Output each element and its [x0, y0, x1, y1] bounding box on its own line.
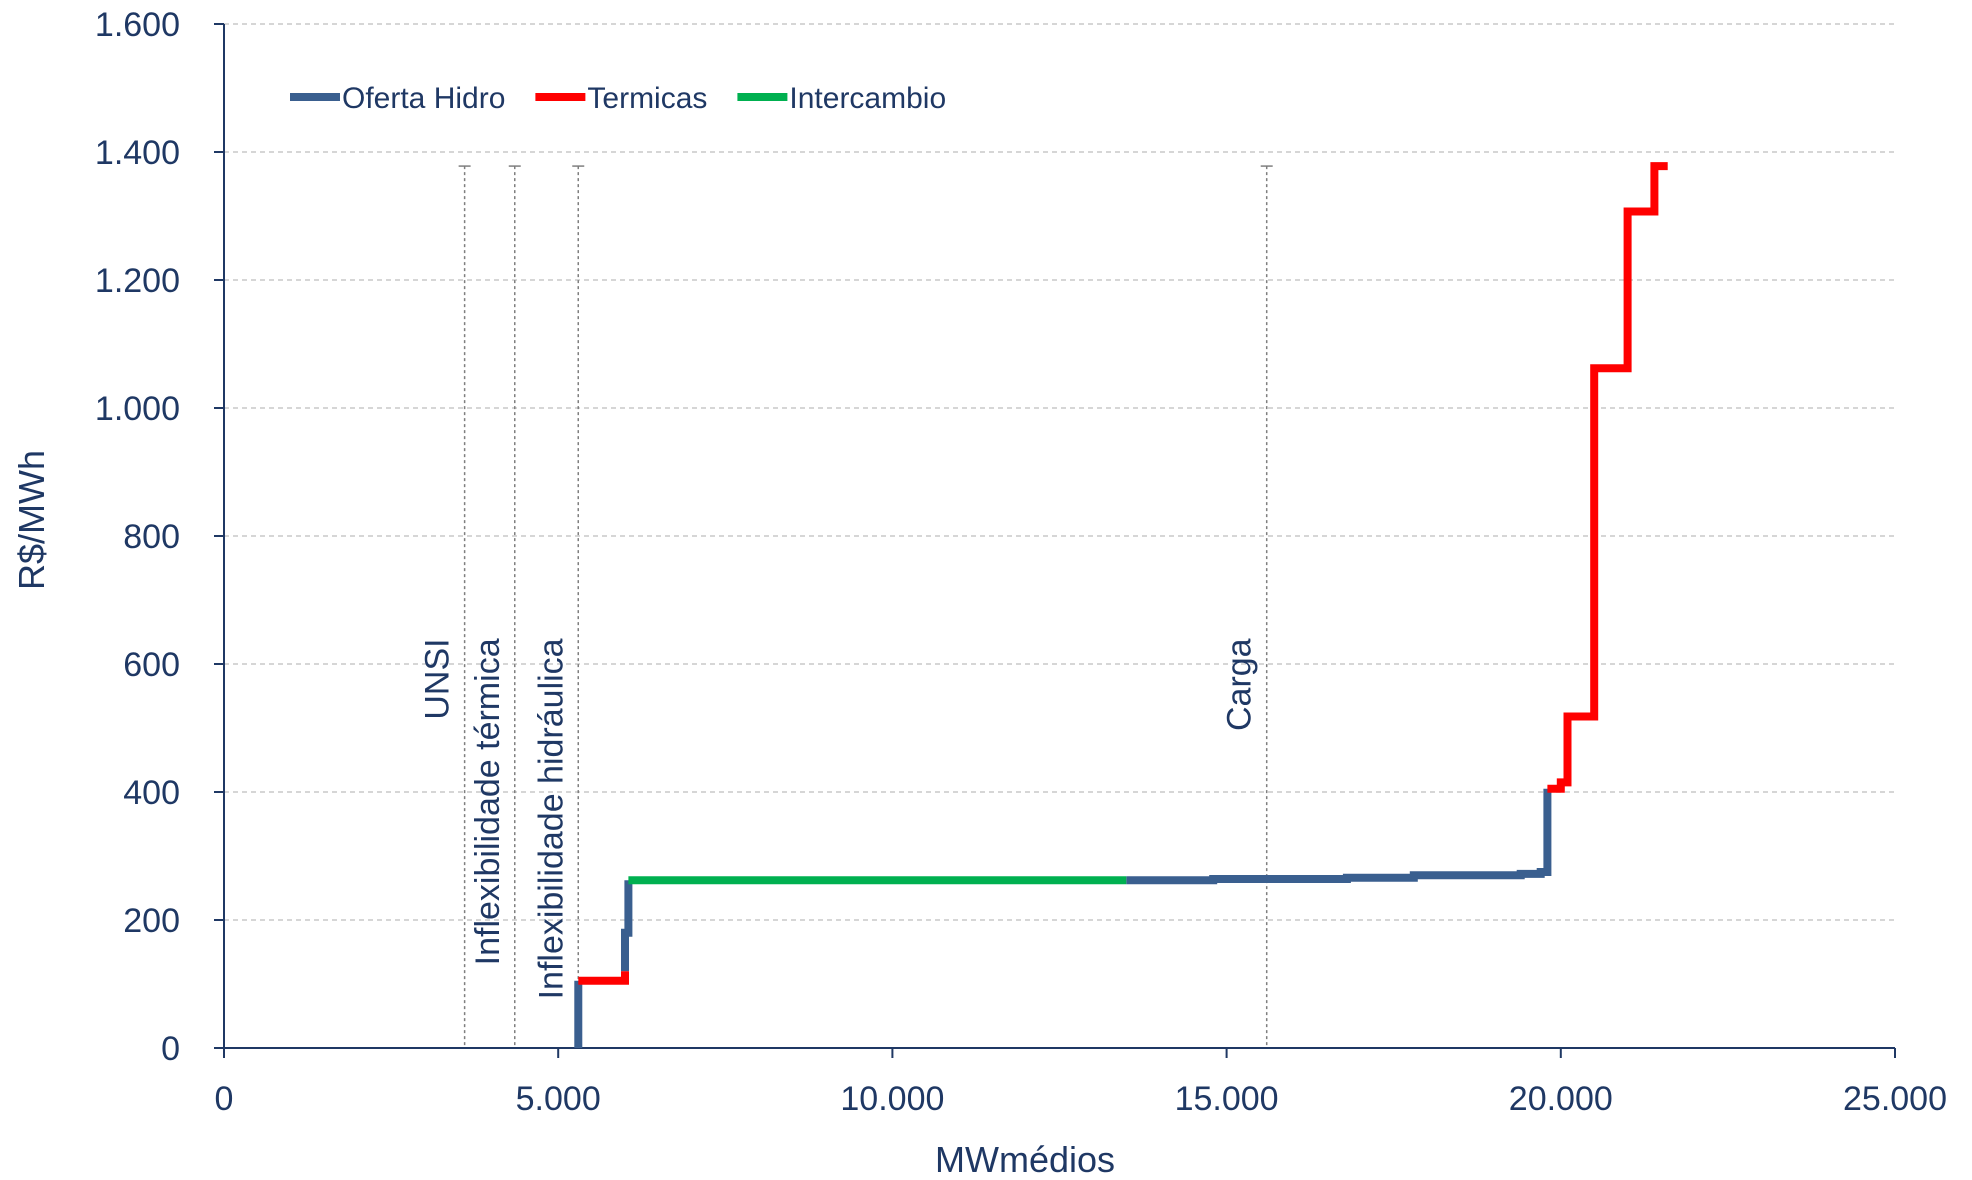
legend-label: Termicas [587, 82, 707, 115]
axes [214, 23, 1896, 1058]
series-line [1547, 162, 1668, 793]
series-line [1126, 788, 1552, 885]
legend: Oferta Hidro Termicas Intercambio [290, 82, 946, 115]
series-lines [574, 162, 1668, 1048]
x-tick-label: 15.000 [1175, 1080, 1279, 1118]
y-tick-label: 600 [123, 646, 180, 684]
x-tick-labels: 0 5.000 10.000 15.000 20.000 25.000 [215, 1080, 1947, 1118]
legend-label: Intercambio [789, 82, 946, 115]
x-tick-label: 20.000 [1509, 1080, 1613, 1118]
x-axis-title: MWmédios [935, 1139, 1115, 1180]
x-tick-label: 5.000 [516, 1080, 601, 1118]
series-line [578, 971, 629, 985]
y-tick-label: 0 [161, 1030, 180, 1068]
reference-line-label: UNSI [419, 638, 457, 719]
y-tick-label: 1.600 [95, 6, 180, 44]
x-tick-label: 10.000 [840, 1080, 944, 1118]
series-line [621, 880, 633, 972]
y-tick-label: 1.400 [95, 134, 180, 172]
y-tick-label: 1.000 [95, 390, 180, 428]
y-tick-label: 400 [123, 774, 180, 812]
reference-lines: UNSI Inflexibilidade térmica Inflexibilida… [419, 165, 1273, 1048]
x-tick-label: 0 [215, 1080, 234, 1118]
y-axis-title: R$/MWh [11, 450, 52, 590]
y-tick-label: 1.200 [95, 262, 180, 300]
x-tick-label: 25.000 [1843, 1080, 1947, 1118]
reference-line-label: Inflexibilidade térmica [469, 638, 507, 965]
legend-label: Oferta Hidro [342, 82, 505, 115]
reference-line-label: Carga [1221, 638, 1259, 731]
y-tick-label: 200 [123, 902, 180, 940]
y-tick-label: 800 [123, 518, 180, 556]
reference-line-label: Inflexibilidade hidráulica [532, 638, 570, 999]
y-tick-labels: 0 200 400 600 800 1.000 1.200 1.400 1.600 [95, 6, 180, 1068]
